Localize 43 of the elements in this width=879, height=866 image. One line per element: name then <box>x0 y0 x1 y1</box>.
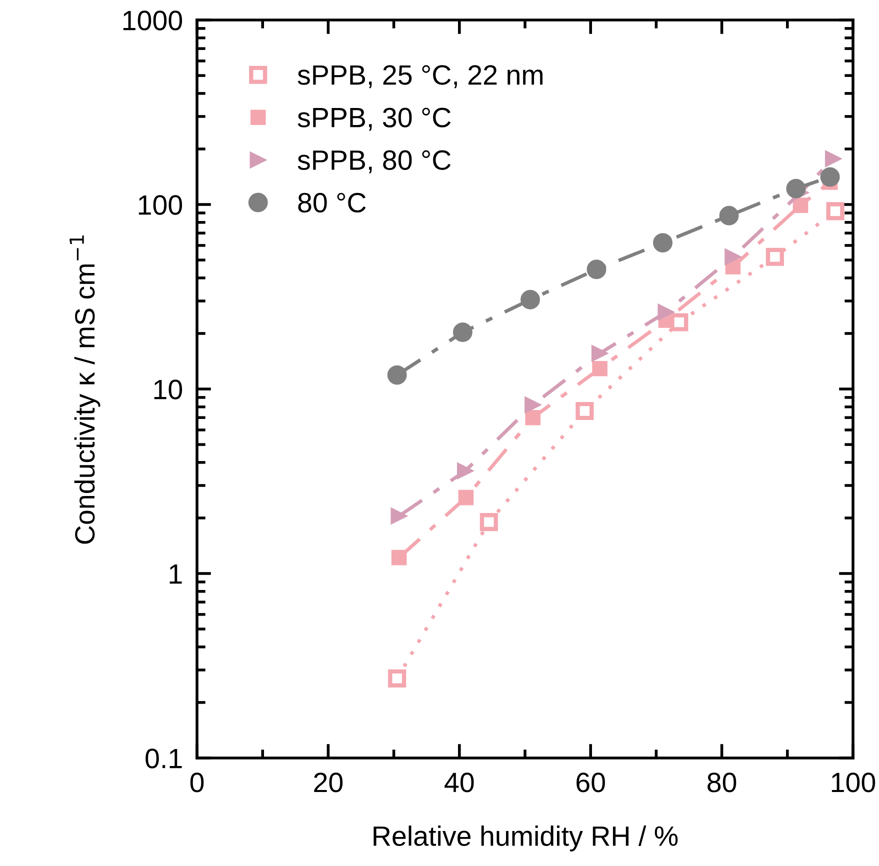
x-tick-label: 60 <box>576 772 605 792</box>
point <box>719 206 739 226</box>
x-tick-label: 0 <box>190 772 204 792</box>
point <box>792 198 808 213</box>
point <box>388 669 406 688</box>
point <box>592 360 608 376</box>
y-tick-label: 0.1 <box>146 748 182 768</box>
point <box>520 290 540 310</box>
y-tick-label: 10 <box>154 380 182 400</box>
point <box>452 322 472 342</box>
y-tick-label: 1000 <box>123 10 182 30</box>
point <box>658 304 674 320</box>
point <box>724 248 742 266</box>
point <box>480 513 498 532</box>
point <box>524 396 542 414</box>
x-tick-label: 40 <box>444 772 474 792</box>
point <box>824 150 842 168</box>
point <box>653 233 672 253</box>
point <box>786 178 806 198</box>
point <box>387 365 407 385</box>
x-axis-title: Relative humidity RH / % <box>374 826 678 852</box>
legend-label: sPPB, 80 °C <box>298 150 451 174</box>
point <box>591 345 608 362</box>
legend-label: sPPB, 30 °C <box>298 108 451 131</box>
point <box>525 410 541 426</box>
point <box>766 248 784 266</box>
point <box>458 490 474 506</box>
point <box>576 402 594 420</box>
point <box>586 260 606 280</box>
point <box>826 202 844 220</box>
x-tick-label: 20 <box>314 772 343 792</box>
y-axis-title: Conductivity κ / mS cm$^{−1}$ <box>70 236 100 544</box>
x-tick-label: 100 <box>832 772 876 792</box>
legend-label: sPPB, 25 °C, 22 nm <box>298 65 542 88</box>
y-tick-label: 100 <box>138 195 182 215</box>
point <box>820 167 840 187</box>
legend-label: 80 °C <box>298 192 366 213</box>
x-tick-label: 80 <box>708 772 736 792</box>
point <box>670 313 688 332</box>
point <box>391 550 407 566</box>
y-tick-label: 1 <box>170 564 182 584</box>
point <box>456 462 474 480</box>
point <box>390 508 408 524</box>
